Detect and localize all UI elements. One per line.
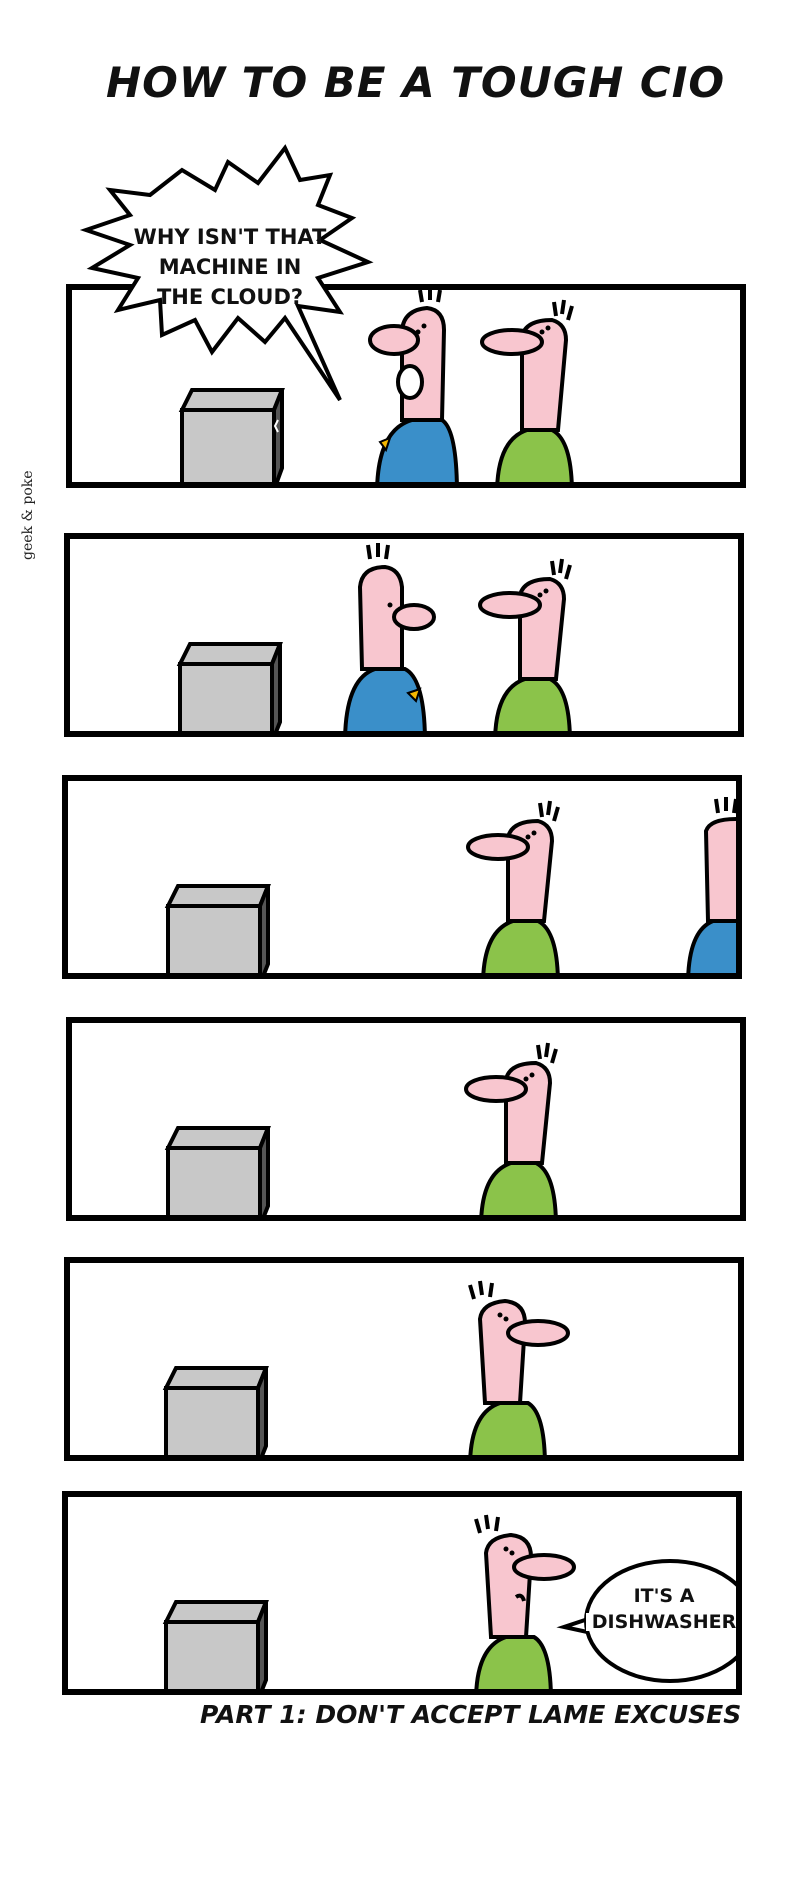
- panel-3-art: [164, 797, 736, 973]
- panel-1-art: [178, 290, 574, 482]
- comic-caption: PART 1: DON'T ACCEPT LAME EXCUSES: [200, 1700, 742, 1729]
- panel-6-art: [162, 1514, 736, 1689]
- comic-panel-4: [66, 1017, 746, 1221]
- comic-panel-6: [62, 1491, 742, 1695]
- speech-line: WHY ISN'T THAT: [133, 225, 327, 249]
- comic-panel-3: [62, 775, 742, 979]
- speech-line: IT'S A: [633, 1585, 695, 1607]
- artist-credit: geek & poke: [20, 470, 36, 560]
- speech-bubble-panel-1: [79, 144, 374, 402]
- comic-panel-2: [64, 533, 744, 737]
- panel-2-art: [176, 543, 572, 731]
- comic-title: HOW TO BE A TOUGH CIO: [106, 58, 726, 107]
- speech-text-panel-6: IT'S A DISHWASHER: [584, 1583, 744, 1635]
- panel-5-art: [162, 1280, 570, 1455]
- panel-4-art: [164, 1042, 558, 1215]
- comic-panel-5: [64, 1257, 744, 1461]
- speech-bubble-panel-6: [556, 1559, 736, 1683]
- speech-text-panel-1: WHY ISN'T THAT MACHINE IN THE CLOUD?: [110, 222, 350, 312]
- speech-line: THE CLOUD?: [156, 285, 304, 309]
- speech-line: MACHINE IN: [158, 255, 302, 279]
- speech-line: DISHWASHER: [591, 1611, 737, 1633]
